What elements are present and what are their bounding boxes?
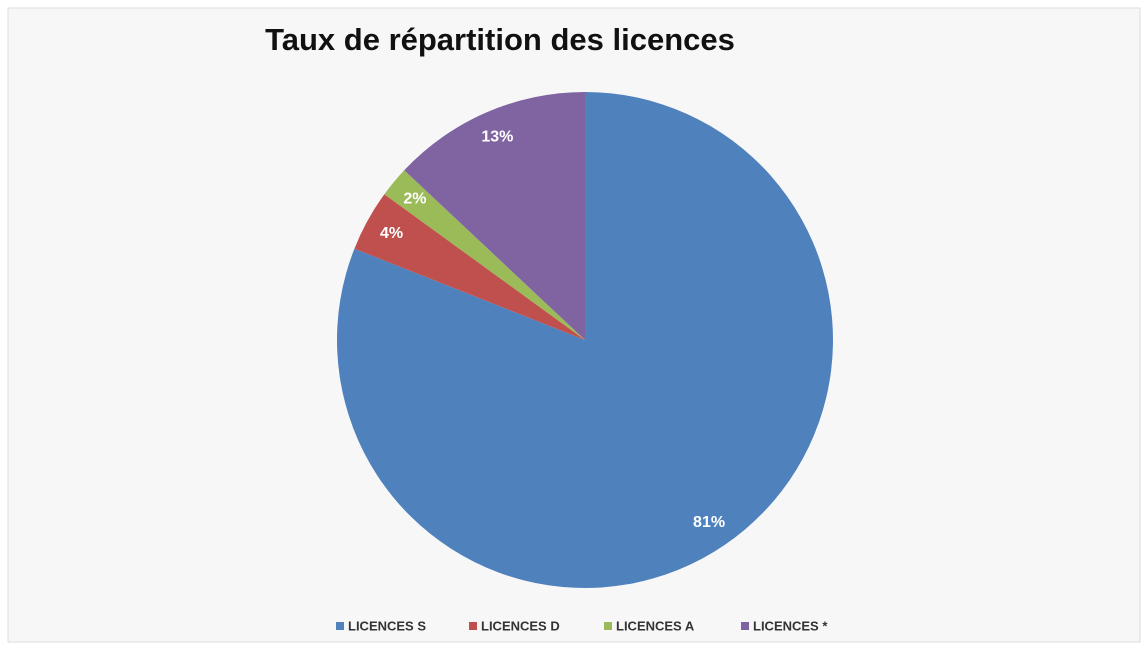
- pie-slice: [337, 92, 834, 589]
- data-label: 4%: [380, 225, 403, 242]
- legend-swatch: [604, 622, 612, 630]
- legend-swatch: [741, 622, 749, 630]
- data-label: 13%: [481, 129, 513, 146]
- legend-label: LICENCES S: [348, 618, 426, 633]
- pie-slice: [404, 92, 585, 340]
- legend-label: LICENCES A: [616, 618, 695, 633]
- pie-slice: [384, 170, 585, 340]
- pie-slice: [354, 194, 585, 340]
- legend-swatch: [469, 622, 477, 630]
- legend-label: LICENCES D: [481, 618, 560, 633]
- legend-label: LICENCES *: [753, 618, 828, 633]
- legend-swatch: [336, 622, 344, 630]
- data-label: 2%: [403, 191, 426, 208]
- chart-title: Taux de répartition des licences: [265, 22, 735, 57]
- data-label: 81%: [693, 514, 725, 531]
